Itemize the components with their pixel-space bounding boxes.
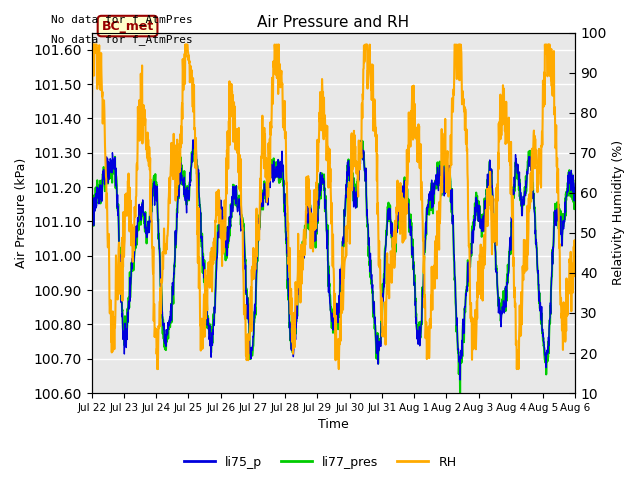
Y-axis label: Relativity Humidity (%): Relativity Humidity (%)	[612, 140, 625, 286]
X-axis label: Time: Time	[318, 419, 349, 432]
Text: No data for f_AtmPres: No data for f_AtmPres	[51, 34, 193, 45]
Y-axis label: Air Pressure (kPa): Air Pressure (kPa)	[15, 158, 28, 268]
Text: No data for f_AtmPres: No data for f_AtmPres	[51, 14, 193, 25]
Text: BC_met: BC_met	[102, 20, 154, 33]
Title: Air Pressure and RH: Air Pressure and RH	[257, 15, 410, 30]
Legend: li75_p, li77_pres, RH: li75_p, li77_pres, RH	[179, 451, 461, 474]
